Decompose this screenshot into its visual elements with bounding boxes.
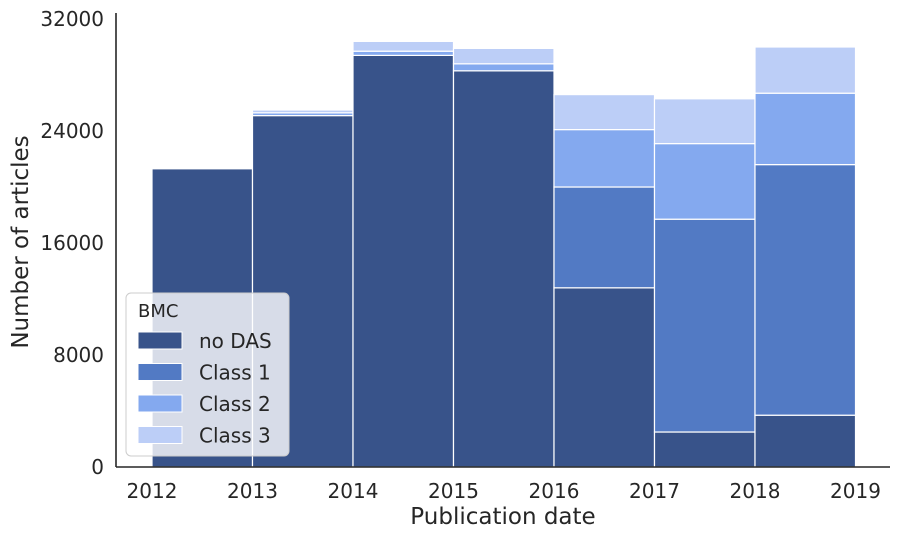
legend-label: Class 3 [199, 424, 271, 448]
bar-2016-series-4 [553, 93, 656, 131]
bar-2013-series-4 [251, 109, 354, 114]
x-tick-label: 2018 [730, 479, 781, 503]
y-tick-label: 24000 [40, 119, 104, 143]
bar-2017-series-1 [653, 431, 756, 468]
bar-2017-series-4 [653, 98, 756, 145]
bar-2017-series-3 [653, 143, 756, 220]
bar-2018-series-2 [754, 164, 857, 416]
legend-label: Class 2 [199, 392, 271, 416]
x-tick-label: 2017 [629, 479, 680, 503]
axes-layer: 0 8000 16000 24000 32000 2012 2013 2014 2015 2016… [40, 7, 890, 503]
bar-2016-series-2 [553, 186, 656, 289]
x-axis-title: Publication date [410, 504, 595, 530]
y-tick-label: 16000 [40, 231, 104, 255]
legend-swatch [137, 363, 183, 381]
y-tick-label: 0 [91, 455, 104, 479]
legend-title: BMC [138, 301, 178, 322]
x-tick-label: 2015 [428, 479, 479, 503]
legend-swatch [137, 331, 183, 350]
bar-2017-series-2 [653, 218, 756, 433]
bar-2015-series-1 [452, 70, 555, 468]
bar-2015-series-4 [452, 47, 555, 65]
legend-label: no DAS [199, 329, 272, 353]
bar-2018-series-1 [754, 414, 857, 468]
legend-label: Class 1 [199, 361, 271, 385]
legend: BMC no DAS Class 1 Class 2 Class 3 [125, 292, 290, 457]
x-tick-label: 2012 [127, 479, 178, 503]
y-tick-label: 32000 [40, 7, 104, 31]
y-axis-title: Number of articles [8, 135, 34, 348]
bar-2016-series-1 [553, 287, 656, 468]
x-tick-label: 2014 [328, 479, 379, 503]
x-tick-label: 2016 [529, 479, 580, 503]
bar-2014-series-4 [352, 40, 455, 52]
bar-2015-series-3 [452, 63, 555, 72]
bar-2018-series-3 [754, 92, 857, 166]
bar-2014-series-1 [352, 54, 455, 468]
legend-swatch [137, 426, 183, 444]
legend-swatch [137, 394, 183, 413]
y-tick-label: 8000 [53, 343, 104, 367]
bar-2018-series-4 [754, 46, 857, 94]
x-tick-label: 2013 [227, 479, 278, 503]
x-tick-label: 2019 [830, 479, 881, 503]
bar-2016-series-3 [553, 129, 656, 188]
bar-2014-series-3 [352, 50, 455, 57]
